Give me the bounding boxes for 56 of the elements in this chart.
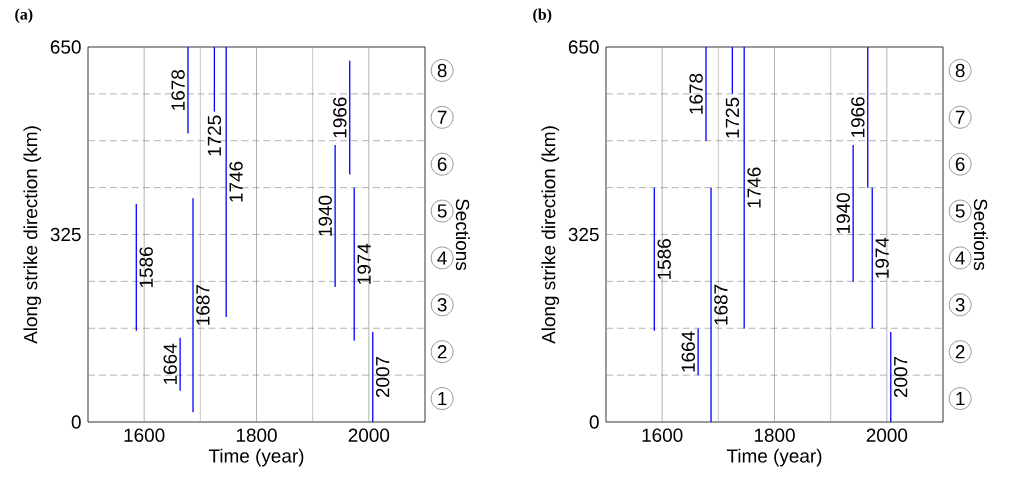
text: 1687 xyxy=(196,285,210,325)
y2-tick-label: 6 xyxy=(437,157,447,171)
x-axis-title: Time (year) xyxy=(208,448,304,467)
y2-tick-label: 7 xyxy=(437,110,447,124)
text: 1746 xyxy=(229,161,243,202)
text: 1974 xyxy=(357,243,371,284)
y-tick-label: 325 xyxy=(50,227,81,242)
text: 1586 xyxy=(657,239,671,279)
y2-tick-label: 4 xyxy=(437,251,447,265)
text: 1725 xyxy=(207,115,222,156)
x-tick-label: 1600 xyxy=(124,428,165,442)
y2-tick-label: 8 xyxy=(955,63,965,78)
y2-tick-label: 1 xyxy=(438,392,447,406)
y2-tick-label: 3 xyxy=(437,298,447,312)
chart-title: (b) xyxy=(533,8,552,23)
text: 1586 xyxy=(139,247,153,287)
text: 1974 xyxy=(875,237,889,278)
x-tick-label: 1800 xyxy=(236,428,277,442)
y2-tick-label: 8 xyxy=(437,63,447,78)
chart-title: (a) xyxy=(15,8,33,23)
text: 2007 xyxy=(375,356,390,398)
text: 1678 xyxy=(689,73,703,114)
text: 1966 xyxy=(333,97,347,138)
y2-tick-label: 2 xyxy=(437,345,447,359)
text: 1678 xyxy=(171,70,185,110)
y2-tick-label: 6 xyxy=(955,157,965,171)
y-tick-label: 325 xyxy=(568,227,599,242)
y-tick-label: 650 xyxy=(568,40,599,54)
text: 1664 xyxy=(163,343,177,384)
y2-axis-title: Sections xyxy=(973,199,988,271)
y2-axis-title: Sections xyxy=(455,199,470,271)
y2-tick-label: 2 xyxy=(955,345,965,359)
text: 2007 xyxy=(893,356,908,398)
x-tick-label: 1800 xyxy=(754,428,795,442)
text: 1746 xyxy=(747,167,761,208)
y-tick-label: 0 xyxy=(589,415,599,429)
text: 1687 xyxy=(714,284,728,325)
y2-tick-label: 4 xyxy=(955,251,965,265)
x-tick-label: 2000 xyxy=(348,428,390,442)
y-tick-label: 650 xyxy=(50,40,81,54)
y-tick-label: 0 xyxy=(71,415,81,429)
text: 1966 xyxy=(851,97,865,137)
y2-tick-label: 5 xyxy=(955,204,965,218)
text: 1664 xyxy=(681,331,695,372)
x-tick-label: 1600 xyxy=(642,428,683,442)
text: 1940 xyxy=(836,193,850,234)
y2-tick-label: 7 xyxy=(955,110,965,124)
y-axis-title: Along strike direction (km) xyxy=(541,126,560,344)
y2-tick-label: 1 xyxy=(956,392,965,406)
y-axis-title: Along strike direction (km) xyxy=(23,126,42,344)
y2-tick-label: 5 xyxy=(437,204,447,218)
x-tick-label: 2000 xyxy=(866,428,908,442)
text: 1725 xyxy=(725,97,740,138)
x-axis-title: Time (year) xyxy=(726,448,822,467)
text: 1940 xyxy=(318,195,332,236)
y2-tick-label: 3 xyxy=(955,298,965,312)
